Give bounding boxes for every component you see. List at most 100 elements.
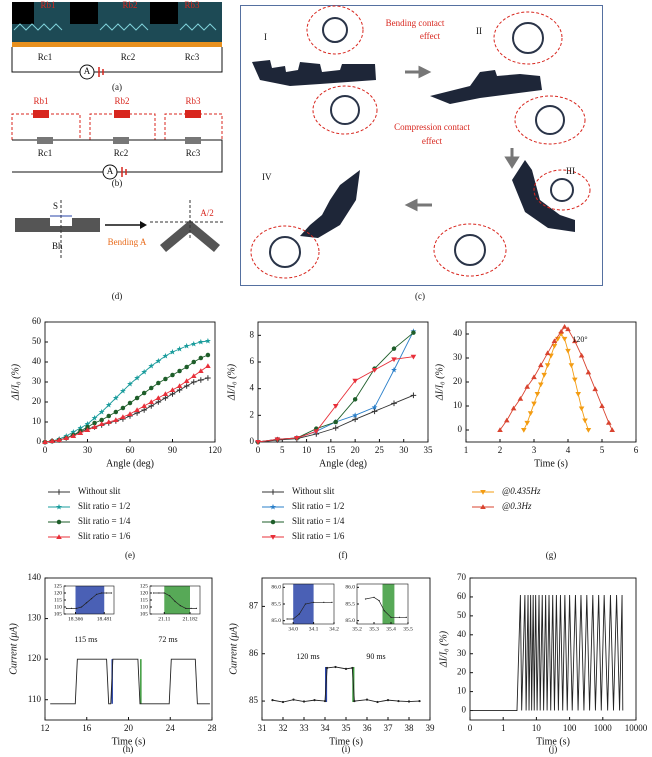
- panel-label: (f): [339, 550, 348, 560]
- marker: [183, 378, 190, 383]
- marker: [410, 354, 417, 360]
- x-axis-label: Time (s): [536, 736, 570, 747]
- marker: [531, 401, 537, 407]
- panel-label: (h): [123, 744, 134, 754]
- y-tick-label: 40: [453, 328, 463, 338]
- y-tick-label: 86: [249, 648, 259, 658]
- marker: [531, 374, 537, 380]
- arrowhead: [140, 221, 147, 229]
- marker: [544, 363, 551, 368]
- y-tick-label: 10: [457, 686, 467, 696]
- marker: [371, 368, 378, 373]
- annotation: 90 ms: [366, 652, 385, 661]
- marker: [497, 427, 503, 432]
- stage-label: I: [264, 32, 267, 42]
- marker: [155, 399, 162, 405]
- marker: [585, 369, 592, 375]
- effect-label: Bending contact: [386, 18, 445, 28]
- marker: [179, 604, 181, 607]
- x-tick-label: 1000: [594, 723, 613, 733]
- legend-marker: [480, 490, 486, 495]
- y-tick-label: 0: [37, 436, 42, 446]
- marker: [353, 699, 356, 703]
- x-tick-label: 34.1: [309, 626, 319, 632]
- ammeter-label: A: [84, 66, 91, 76]
- y-tick-label: 20: [457, 667, 467, 677]
- marker: [271, 699, 274, 702]
- sensor-body: [12, 2, 222, 42]
- y-tick-label: 125: [140, 583, 149, 589]
- marker: [578, 352, 585, 358]
- resistor-label: Rc3: [185, 52, 200, 62]
- effect-label: effect: [420, 31, 441, 41]
- legend-marker: [270, 503, 276, 510]
- marker: [286, 618, 288, 620]
- marker: [411, 330, 416, 335]
- marker: [169, 595, 171, 597]
- highlight-band: [140, 659, 142, 704]
- highlight-band: [164, 586, 190, 614]
- axis-line: [150, 200, 225, 240]
- marker: [176, 383, 183, 388]
- resistor-label: Rb2: [122, 0, 137, 10]
- marker: [323, 699, 327, 703]
- panel-label: (c): [415, 291, 425, 301]
- resistor-label: Rb2: [114, 96, 129, 106]
- series-line: [272, 666, 420, 703]
- marker: [592, 386, 598, 392]
- marker: [149, 385, 154, 391]
- marker: [105, 419, 112, 424]
- marker: [255, 440, 261, 445]
- panel-label: (a): [112, 82, 122, 92]
- marker: [527, 411, 534, 416]
- marker: [80, 606, 83, 608]
- marker: [198, 377, 204, 383]
- series-line: [50, 658, 210, 705]
- x-tick-label: 35.4: [386, 626, 396, 632]
- y-tick-label: 105: [140, 611, 149, 617]
- marker: [99, 417, 104, 423]
- x-tick-label: 34.2: [329, 626, 339, 632]
- marker: [397, 699, 400, 703]
- marker: [313, 429, 320, 435]
- resistor-label: Rc1: [38, 148, 53, 158]
- marker: [120, 405, 126, 411]
- x-tick-label: 5: [280, 445, 285, 455]
- y-tick-label: 110: [28, 694, 42, 704]
- marker: [163, 592, 165, 594]
- marker: [204, 337, 211, 344]
- marker: [352, 378, 358, 384]
- marker: [391, 357, 397, 363]
- marker: [105, 401, 112, 408]
- resistor: [37, 137, 53, 144]
- marker: [572, 338, 578, 344]
- stage-label: IV: [262, 172, 272, 182]
- marker: [85, 602, 88, 604]
- angle-label: A/2: [200, 208, 214, 218]
- marker: [504, 417, 510, 423]
- x-tick-label: 3: [532, 445, 537, 455]
- effect-label: Compression contact: [394, 122, 470, 132]
- marker: [568, 363, 575, 368]
- y-tick-label: 50: [457, 610, 467, 620]
- marker: [274, 437, 281, 443]
- ammeter-label: A: [107, 166, 114, 176]
- series-line: [257, 394, 414, 443]
- marker: [70, 428, 77, 435]
- highlight-band: [382, 584, 395, 624]
- marker: [371, 404, 378, 410]
- marker: [376, 700, 379, 704]
- wire: [11, 47, 223, 73]
- marker: [313, 699, 316, 702]
- marker: [524, 420, 530, 426]
- marker: [606, 420, 612, 425]
- x-tick-label: 12: [41, 723, 50, 733]
- marker: [77, 430, 84, 435]
- x-tick-label: 30: [83, 445, 93, 455]
- zoom-circle: [433, 223, 507, 277]
- marker: [418, 699, 421, 703]
- bent-beam: [160, 220, 220, 252]
- marker: [524, 384, 530, 389]
- resistor: [114, 110, 130, 118]
